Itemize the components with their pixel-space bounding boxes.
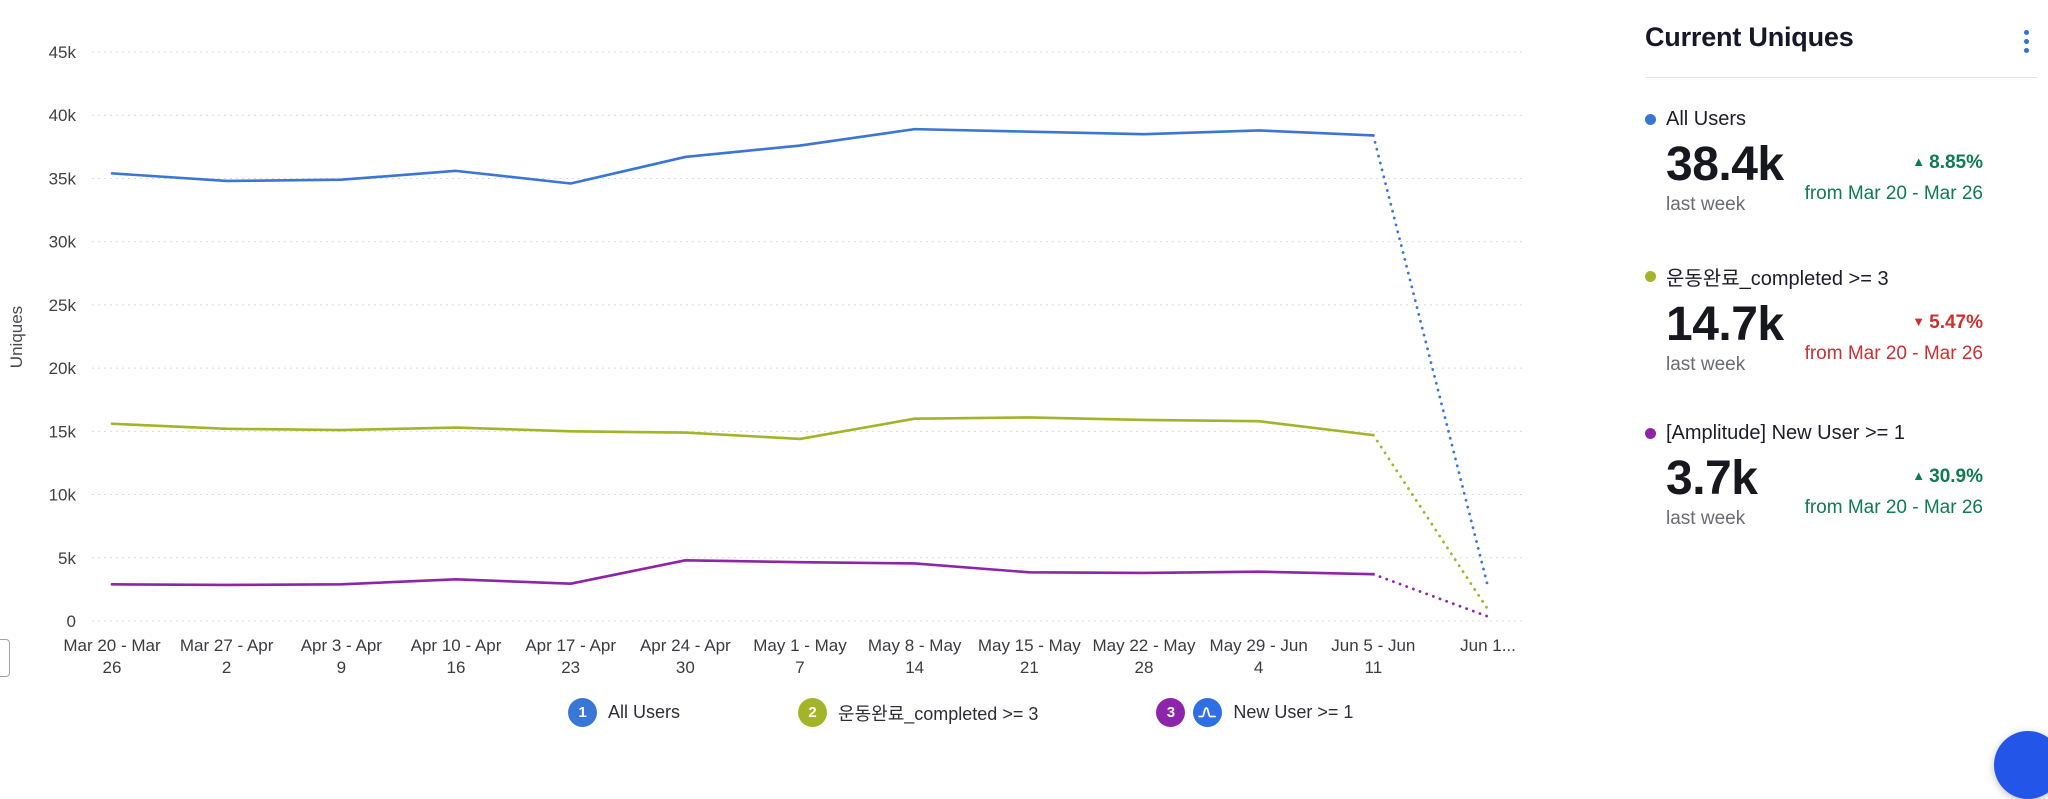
panel-entries: All Users 38.4k last week ▲ 8.85% from Ma… [1645, 108, 2037, 530]
current-uniques-panel: Current Uniques All Users 38.4k last wee… [1645, 22, 2037, 530]
y-tick-label: 35k [49, 169, 77, 188]
y-tick-label: 20k [49, 359, 77, 378]
metric-value: 3.7k [1666, 452, 1758, 505]
y-axis-title: Uniques [7, 306, 26, 368]
x-tick-label: Jun 5 - Jun 11 [1331, 636, 1415, 677]
metric-value: 38.4k [1666, 138, 1784, 191]
trend-up-icon: ▲ [1912, 468, 1926, 483]
change-range: from Mar 20 - Mar 26 [1804, 183, 1983, 204]
x-tick-label: Mar 27 - Apr 2 [180, 636, 274, 677]
series-2-badge: 2 [798, 698, 828, 727]
change-column: ▼ 5.47% from Mar 20 - Mar 26 [1805, 299, 1983, 365]
left-edge-panel-handle[interactable] [0, 639, 10, 677]
legend-label-all-users: All Users [608, 702, 681, 722]
entry-all-users-head[interactable]: All Users [1645, 108, 2037, 131]
entry-completed: 운동완료_completed >= 3 14.7k last week ▼ 5.4… [1645, 262, 2037, 376]
help-bubble-button[interactable] [1994, 731, 2048, 799]
kebab-menu-icon[interactable] [2016, 24, 2037, 59]
entry-label: [Amplitude] New User >= 1 [1666, 422, 1905, 444]
y-tick-label: 15k [49, 422, 77, 441]
entry-all-users: All Users 38.4k last week ▲ 8.85% from Ma… [1645, 108, 2037, 216]
metric-period: last week [1666, 194, 1746, 215]
panel-title: Current Uniques [1645, 22, 1854, 52]
trend-down-icon: ▼ [1912, 314, 1926, 329]
y-tick-label: 5k [58, 549, 76, 568]
legend-label-new-user: New User >= 1 [1233, 702, 1354, 722]
entry-new-user-head[interactable]: [Amplitude] New User >= 1 [1645, 422, 2037, 445]
y-tick-label: 0 [67, 612, 76, 631]
entry-body: 38.4k last week ▲ 8.85% from Mar 20 - Mar… [1645, 139, 2037, 216]
series-dot [1645, 114, 1656, 125]
x-tick-label: Apr 24 - Apr 30 [640, 636, 731, 677]
x-tick-label: May 8 - May 14 [868, 636, 962, 677]
metric-period: last week [1666, 354, 1746, 375]
x-tick-label: Jun 1... [1460, 636, 1516, 655]
entry-completed-head[interactable]: 운동완료_completed >= 3 [1645, 262, 2037, 291]
entry-body: 3.7k last week ▲ 30.9% from Mar 20 - Mar … [1645, 453, 2037, 530]
series-line-partial[interactable] [1371, 134, 1490, 589]
trend-up-icon: ▲ [1912, 154, 1926, 169]
change-percent: ▼ 5.47% [1912, 312, 1983, 333]
metric-period: last week [1666, 508, 1746, 529]
chart-legend: 1 All Users 2 운동완료_completed >= 3 3 New … [568, 698, 1353, 727]
x-tick-label: Mar 20 - Mar 26 [63, 636, 161, 677]
x-tick-label: Apr 17 - Apr 23 [525, 636, 616, 677]
series-line-partial[interactable] [1371, 572, 1490, 618]
chart-region: 0 5k 10k 15k 20k 25k 30k 35k 40k 45k Uniques Mar 20… [0, 0, 1560, 727]
legend-item-completed[interactable]: 2 운동완료_completed >= 3 [798, 698, 1038, 727]
legend-label-completed: 운동완료_completed >= 3 [838, 703, 1039, 724]
change-percent: ▲ 30.9% [1912, 466, 1983, 487]
line-chart[interactable]: 0 5k 10k 15k 20k 25k 30k 35k 40k 45k Uniques Mar 20… [0, 0, 1560, 690]
change-range: from Mar 20 - Mar 26 [1804, 343, 1983, 364]
change-column: ▲ 30.9% from Mar 20 - Mar 26 [1805, 453, 1983, 519]
y-tick-label: 45k [49, 43, 77, 62]
x-tick-label: Apr 10 - Apr 16 [411, 636, 502, 677]
series-line[interactable] [110, 127, 1375, 185]
series-1-badge: 1 [568, 698, 597, 727]
amplitude-logo-icon [1193, 698, 1223, 727]
series-line[interactable] [110, 559, 1375, 587]
series-dot [1645, 428, 1656, 439]
metric-value: 14.7k [1666, 298, 1784, 351]
y-tick-label: 10k [49, 486, 77, 505]
y-tick-label: 25k [49, 296, 77, 315]
series-line[interactable] [110, 416, 1375, 441]
legend-item-all-users[interactable]: 1 All Users [568, 698, 680, 727]
series-3-badge: 3 [1156, 698, 1186, 727]
entry-new-user: [Amplitude] New User >= 1 3.7k last week… [1645, 422, 2037, 530]
series-line-partial[interactable] [1371, 433, 1490, 612]
entry-body: 14.7k last week ▼ 5.47% from Mar 20 - Mar… [1645, 299, 2037, 376]
y-tick-label: 40k [49, 106, 77, 125]
entry-label: All Users [1666, 108, 1747, 130]
x-tick-label: Apr 3 - Apr 9 [301, 636, 383, 677]
y-tick-label: 30k [49, 233, 77, 252]
x-tick-label: May 22 - May 28 [1093, 636, 1196, 677]
change-range: from Mar 20 - Mar 26 [1804, 497, 1983, 518]
series-dot [1645, 271, 1656, 282]
change-column: ▲ 8.85% from Mar 20 - Mar 26 [1805, 139, 1983, 205]
x-tick-label: May 29 - Jun 4 [1210, 636, 1308, 677]
change-percent: ▲ 8.85% [1912, 152, 1983, 173]
x-tick-label: May 1 - May 7 [753, 636, 847, 677]
legend-item-new-user[interactable]: 3 New User >= 1 [1156, 698, 1353, 727]
x-tick-label: May 15 - May 21 [978, 636, 1081, 677]
entry-label: 운동완료_completed >= 3 [1666, 268, 1889, 290]
panel-header: Current Uniques [1645, 22, 2037, 78]
